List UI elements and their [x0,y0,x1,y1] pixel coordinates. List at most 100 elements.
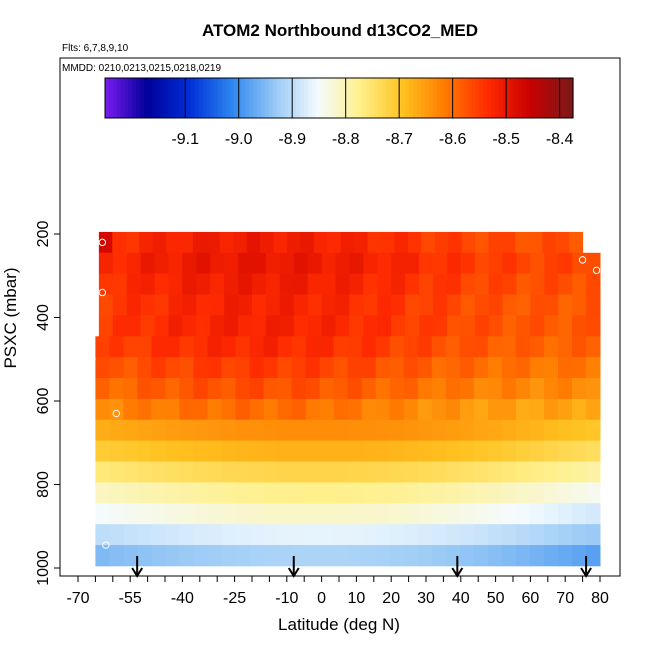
colorbar-segment [292,78,297,118]
heatmap-cell [347,357,363,379]
colorbar-segment [171,78,176,118]
heatmap-cell [151,398,166,421]
heatmap-cell [543,398,559,421]
heatmap-cell [571,336,587,358]
heatmap-cell [305,482,321,504]
heatmap-cell [151,378,166,400]
x-tick-label: 10 [348,590,366,607]
colorbar-segment [452,78,457,118]
heatmap-cell [109,440,124,462]
heatmap-cell [165,524,180,546]
heatmap-cell [557,357,573,379]
heatmap-cell [263,461,279,483]
heatmap-cell [405,252,420,275]
heatmap-cell [501,482,517,504]
heatmap-cell [403,336,419,358]
heatmap-cell [585,419,601,442]
heatmap-cell [249,357,265,379]
heatmap-cell [277,503,293,525]
heatmap-cell [487,336,503,358]
heatmap-cell [98,273,114,295]
colorbar-segment [120,78,126,118]
heatmap-cell [446,315,462,337]
heatmap-cell [249,440,265,462]
colorbar-segment [436,78,441,118]
heatmap-cell [168,294,183,316]
heatmap-cell [571,378,587,400]
colorbar-segment [147,78,153,118]
colorbar-segment [565,78,570,118]
y-axis: 200 400 600 800 1000 [35,221,60,586]
heatmap-cell [403,398,419,421]
colorbar-segment [151,78,157,118]
heatmap-cell [403,357,419,379]
heatmap-cell [291,398,307,421]
heatmap-cell [403,440,419,462]
heatmap-cell [530,273,545,295]
heatmap-cell [221,419,237,442]
heatmap-cell [431,440,447,462]
heatmap-cell [501,231,516,254]
heatmap-cell [375,461,391,483]
heatmap-cell [340,231,355,254]
colorbar-segment [105,78,110,118]
heatmap-cell [459,524,475,546]
heatmap-cell [321,252,337,275]
heatmap-cell [459,482,475,504]
heatmap-cell [473,482,489,504]
heatmap-cell [235,378,251,400]
heatmap-cell [95,398,110,421]
colorbar-segment [514,78,519,118]
heatmap-cell [140,273,156,295]
colorbar-segment [331,78,336,118]
heatmap-cell [291,461,307,483]
heatmap-cell [459,336,475,358]
x-tick-label: 70 [556,590,574,607]
heatmap-cell [151,503,166,525]
colorbar-segment [249,78,254,118]
colorbar-segment [432,78,438,118]
heatmap-cell [207,336,223,358]
heatmap-cell [333,482,349,504]
heatmap-cell [417,378,433,400]
heatmap-cell [333,336,349,358]
heatmap-cell [419,273,434,295]
heatmap-cell [238,252,253,275]
heatmap-cell [305,440,321,462]
heatmap-cell [529,524,545,546]
heatmap-cell [307,273,323,295]
heatmap-cell [307,252,323,275]
heatmap-cell [137,524,152,546]
heatmap-cell [179,524,195,546]
heatmap-cell [196,273,211,295]
colorbar-segment [218,78,223,118]
heatmap-cell [417,440,433,462]
heatmap-cell [487,398,503,421]
chart-subtitle: Flts: 6,7,8,9,10 [62,43,129,54]
heatmap-cell [432,315,448,337]
heatmap-cell [445,336,461,358]
heatmap-cell [502,273,517,295]
heatmap-cell [307,294,323,316]
heatmap-cell [109,336,124,358]
heatmap-cell [417,482,433,504]
colorbar-segment [268,78,274,118]
heatmap-cell [543,419,559,442]
heatmap-cell [196,294,211,316]
colorbar-segment [237,78,243,118]
heatmap-cell [431,398,447,421]
colorbar-segment [358,78,363,118]
colorbar-segment [288,78,293,118]
heatmap-cell [98,315,114,337]
heatmap-cell [431,357,447,379]
colorbar-segment [335,78,340,118]
heatmap-cell [349,273,364,295]
heatmap-cell [151,461,166,483]
heatmap-cell [557,440,573,462]
heatmap-cell [459,419,475,442]
heatmap-cell [501,524,517,546]
heatmap-cell [347,440,363,462]
heatmap-cell [221,545,237,567]
heatmap-cell [319,482,335,504]
heatmap-cell [235,461,251,483]
